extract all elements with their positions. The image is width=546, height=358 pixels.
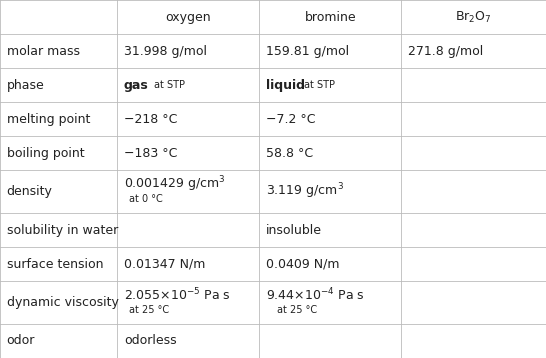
- Text: liquid: liquid: [266, 78, 305, 92]
- Text: Br$_2$O$_7$: Br$_2$O$_7$: [455, 9, 492, 25]
- Text: 3.119 g/cm$^3$: 3.119 g/cm$^3$: [266, 182, 344, 201]
- Text: oxygen: oxygen: [165, 10, 211, 24]
- Text: density: density: [7, 185, 52, 198]
- Text: surface tension: surface tension: [7, 257, 103, 271]
- Text: −7.2 °C: −7.2 °C: [266, 112, 316, 126]
- Text: boiling point: boiling point: [7, 146, 84, 160]
- Text: 159.81 g/mol: 159.81 g/mol: [266, 44, 349, 58]
- Text: dynamic viscosity: dynamic viscosity: [7, 296, 118, 309]
- Text: molar mass: molar mass: [7, 44, 80, 58]
- Text: melting point: melting point: [7, 112, 90, 126]
- Text: at STP: at STP: [304, 80, 335, 90]
- Text: 9.44$\times$10$^{-4}$ Pa s: 9.44$\times$10$^{-4}$ Pa s: [266, 286, 365, 303]
- Text: at 0 °C: at 0 °C: [129, 194, 163, 204]
- Text: 0.001429 g/cm$^3$: 0.001429 g/cm$^3$: [124, 174, 225, 194]
- Text: solubility in water: solubility in water: [7, 223, 118, 237]
- Text: 0.0409 N/m: 0.0409 N/m: [266, 257, 340, 271]
- Text: phase: phase: [7, 78, 44, 92]
- Text: at 25 °C: at 25 °C: [277, 305, 317, 315]
- Text: −218 °C: −218 °C: [124, 112, 177, 126]
- Text: at STP: at STP: [154, 80, 185, 90]
- Text: 31.998 g/mol: 31.998 g/mol: [124, 44, 207, 58]
- Text: 2.055$\times$10$^{-5}$ Pa s: 2.055$\times$10$^{-5}$ Pa s: [124, 286, 230, 303]
- Text: at 25 °C: at 25 °C: [129, 305, 169, 315]
- Text: −183 °C: −183 °C: [124, 146, 177, 160]
- Text: gas: gas: [124, 78, 149, 92]
- Text: 58.8 °C: 58.8 °C: [266, 146, 313, 160]
- Text: 0.01347 N/m: 0.01347 N/m: [124, 257, 205, 271]
- Text: insoluble: insoluble: [266, 223, 322, 237]
- Text: bromine: bromine: [305, 10, 356, 24]
- Text: odor: odor: [7, 334, 35, 348]
- Text: 271.8 g/mol: 271.8 g/mol: [408, 44, 483, 58]
- Text: odorless: odorless: [124, 334, 176, 348]
